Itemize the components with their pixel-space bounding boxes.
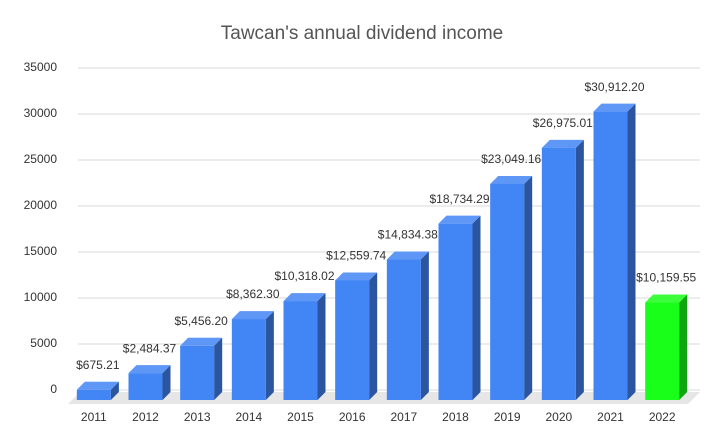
bar-side-shade xyxy=(575,139,584,401)
y-tick-label: 20000 xyxy=(24,198,58,212)
bar-top-shade xyxy=(593,103,636,112)
bar-top xyxy=(541,139,584,148)
bar-top xyxy=(76,381,119,390)
bar xyxy=(180,345,215,400)
value-label: $5,456.20 xyxy=(174,314,228,328)
bar-top-shade xyxy=(438,215,481,224)
value-label: $30,912.20 xyxy=(584,80,644,94)
value-label: $675.21 xyxy=(76,358,120,372)
x-tick-label: 2021 xyxy=(597,410,624,424)
y-tick-label: 5000 xyxy=(30,336,57,350)
bar-top xyxy=(593,103,636,112)
bar xyxy=(593,111,628,400)
value-label: $12,559.74 xyxy=(326,249,386,263)
bar xyxy=(283,301,318,400)
y-tick-label: 25000 xyxy=(24,152,58,166)
bar-side-shade xyxy=(162,365,171,400)
bar-top-shade xyxy=(76,381,119,390)
x-tick-label: 2019 xyxy=(494,410,521,424)
y-tick-label: 15000 xyxy=(24,244,58,258)
x-tick-label: 2012 xyxy=(132,410,159,424)
bar-top-shade xyxy=(231,311,274,320)
bar-top xyxy=(180,337,223,346)
y-tick-label: 0 xyxy=(50,382,57,396)
bar-side-shade xyxy=(265,311,274,400)
value-label: $14,834.38 xyxy=(378,228,438,242)
bar-top-shade xyxy=(490,175,533,184)
value-label: $2,484.37 xyxy=(123,341,177,355)
value-label: $8,362.30 xyxy=(226,287,280,301)
bar-side xyxy=(420,251,429,400)
bar-side-shade xyxy=(369,272,378,400)
bar-top xyxy=(128,365,171,374)
bar-top xyxy=(283,293,326,302)
value-label: $26,975.01 xyxy=(533,116,593,130)
bar-side xyxy=(162,365,171,400)
bar-side xyxy=(524,175,533,400)
bar xyxy=(541,147,576,400)
bar-top xyxy=(490,175,533,184)
bar-side-shade xyxy=(472,215,481,400)
bar-top-shade xyxy=(645,294,688,303)
bar xyxy=(645,302,680,400)
bar-side xyxy=(679,294,688,400)
value-label: $23,049.16 xyxy=(481,152,541,166)
value-label: $10,318.02 xyxy=(274,269,334,283)
bar xyxy=(386,259,421,400)
bar xyxy=(490,183,525,400)
bar-side-shade xyxy=(214,337,223,400)
bar-top-shade xyxy=(335,272,378,281)
bar-top xyxy=(231,311,274,320)
x-tick-label: 2018 xyxy=(442,410,469,424)
bar xyxy=(231,319,266,400)
bar-side-shade xyxy=(679,294,688,400)
x-tick-label: 2016 xyxy=(339,410,366,424)
x-tick-label: 2022 xyxy=(649,410,676,424)
bar-side xyxy=(472,215,481,400)
y-tick-label: 35000 xyxy=(24,60,58,74)
y-tick-label: 30000 xyxy=(24,106,58,120)
value-label: $10,159.55 xyxy=(636,271,696,285)
bar xyxy=(76,389,111,400)
bar-side xyxy=(575,139,584,401)
bar-side-shade xyxy=(110,381,119,400)
bar-top xyxy=(335,272,378,281)
bar xyxy=(335,280,370,400)
bar-side xyxy=(214,337,223,400)
bar-top xyxy=(645,294,688,303)
bar-top-shade xyxy=(386,251,429,260)
x-tick-label: 2017 xyxy=(390,410,417,424)
bar xyxy=(128,373,163,400)
x-tick-label: 2014 xyxy=(235,410,262,424)
chart-title: Tawcan's annual dividend income xyxy=(221,23,503,44)
x-tick-label: 2020 xyxy=(545,410,572,424)
bar-side xyxy=(110,381,119,400)
bar-side xyxy=(265,311,274,400)
bar-side xyxy=(317,293,326,400)
value-label: $18,734.29 xyxy=(429,192,489,206)
bar xyxy=(438,223,473,400)
y-tick-label: 10000 xyxy=(24,290,58,304)
x-tick-label: 2015 xyxy=(287,410,314,424)
x-tick-label: 2011 xyxy=(81,410,107,424)
bar-top xyxy=(386,251,429,260)
bar-side-shade xyxy=(627,103,636,400)
x-tick-label: 2013 xyxy=(184,410,211,424)
bar-top-shade xyxy=(541,139,584,148)
bar-top-shade xyxy=(283,293,326,302)
bar-top xyxy=(438,215,481,224)
bar-side-shade xyxy=(524,175,533,400)
bar-top-shade xyxy=(128,365,171,374)
bar-top-shade xyxy=(180,337,223,346)
bar-side-shade xyxy=(317,293,326,400)
bar-side-shade xyxy=(420,251,429,400)
bar-side xyxy=(627,103,636,400)
bar-side xyxy=(369,272,378,400)
